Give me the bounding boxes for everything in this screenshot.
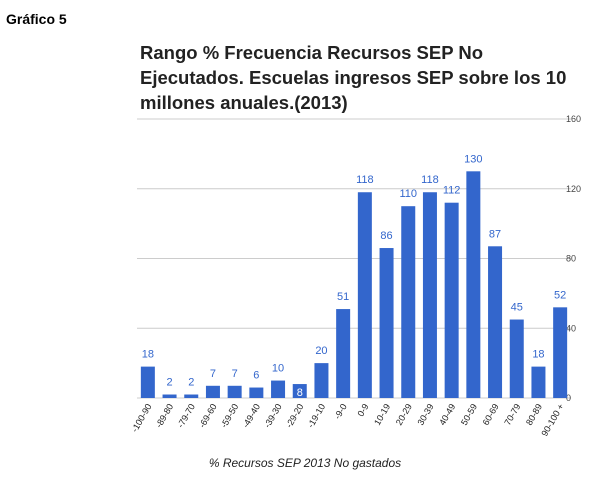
data-label: 8 — [297, 387, 303, 399]
x-tick-label: -29-20 — [284, 402, 306, 430]
data-label: 7 — [210, 368, 216, 380]
y-tick-label: 80 — [566, 254, 576, 264]
x-axis-label: % Recursos SEP 2013 No gastados — [208, 456, 402, 470]
x-tick-label: 10-19 — [372, 402, 392, 427]
y-tick-label: 120 — [566, 184, 581, 194]
bar — [401, 206, 416, 398]
bar — [314, 363, 329, 398]
x-tick-label: -39-30 — [262, 402, 284, 430]
data-label: 6 — [253, 370, 259, 382]
bar — [488, 246, 503, 398]
bar — [553, 307, 568, 398]
bar — [140, 366, 155, 398]
x-tick-label: -9-0 — [332, 402, 349, 421]
data-label: 130 — [464, 153, 482, 165]
x-tick-label: 70-79 — [502, 402, 522, 427]
data-label: 112 — [443, 185, 461, 197]
chart-title: Rango % Frecuencia Recursos SEP No Ejecu… — [140, 42, 567, 113]
figure-label: Gráfico 5 — [6, 11, 67, 27]
data-label: 18 — [142, 349, 154, 361]
data-label: 118 — [421, 174, 439, 186]
x-tick-label: -19-10 — [306, 402, 328, 430]
data-label: 18 — [532, 349, 544, 361]
bar — [444, 202, 459, 398]
x-tick-label: -89-80 — [154, 402, 176, 430]
x-tick-label: -49-40 — [240, 402, 262, 430]
bar — [249, 387, 264, 398]
bar — [162, 394, 177, 398]
data-label: 7 — [232, 368, 238, 380]
bar — [531, 366, 546, 398]
data-label: 118 — [356, 174, 374, 186]
x-tick-label: 30-39 — [416, 402, 436, 427]
x-tick-label: -100-90 — [129, 402, 153, 434]
data-label: 110 — [399, 188, 417, 200]
bar — [205, 385, 220, 398]
data-label: 86 — [380, 230, 392, 242]
x-tick-label: 20-29 — [394, 402, 414, 427]
y-tick-label: 0 — [566, 393, 571, 403]
bar — [509, 319, 524, 398]
x-tick-label: 50-59 — [459, 402, 479, 427]
bar — [466, 171, 481, 398]
x-tick-label: 60-69 — [481, 402, 501, 427]
x-tick-label: 80-89 — [524, 402, 544, 427]
data-label: 20 — [315, 345, 327, 357]
bar — [336, 309, 351, 398]
data-label: 10 — [272, 363, 284, 375]
bar — [357, 192, 372, 398]
data-label: 45 — [511, 302, 523, 314]
bar — [184, 394, 199, 398]
y-tick-label: 160 — [566, 114, 581, 124]
x-tick-label: 0-9 — [355, 402, 370, 418]
bar — [379, 248, 394, 398]
y-tick-label: 40 — [566, 323, 576, 333]
x-tick-label: -79-70 — [175, 402, 197, 430]
bar — [292, 384, 307, 398]
bar — [422, 192, 437, 398]
bar — [271, 380, 286, 398]
data-label: 52 — [554, 289, 566, 301]
x-tick-label: -59-50 — [219, 402, 241, 430]
x-tick-label: -69-60 — [197, 402, 219, 430]
data-label: 2 — [166, 377, 172, 389]
data-label: 87 — [489, 228, 501, 240]
bar — [227, 385, 242, 398]
x-tick-label: 40-49 — [437, 402, 457, 427]
data-label: 51 — [337, 291, 349, 303]
data-label: 2 — [188, 377, 194, 389]
